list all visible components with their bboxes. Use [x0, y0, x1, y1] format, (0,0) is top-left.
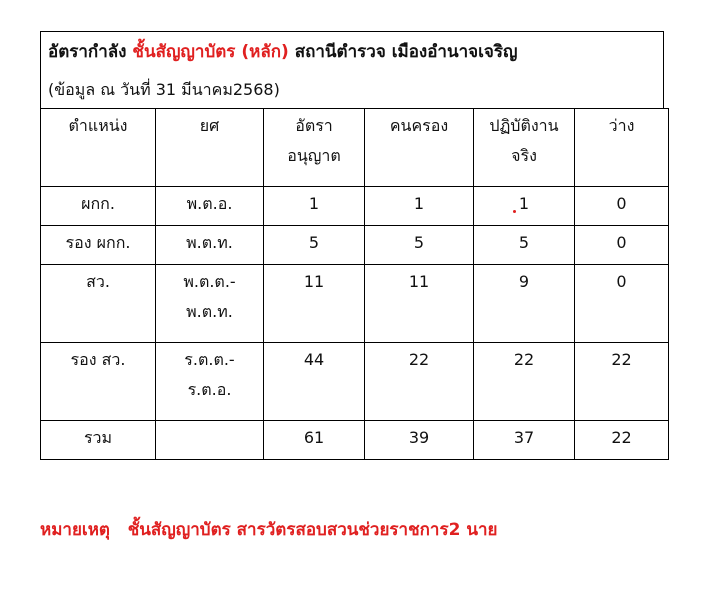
rank: พ.ต.อ.	[186, 194, 233, 213]
header-label: คนครอง	[389, 116, 449, 135]
cell: 22	[473, 342, 575, 421]
held: 1	[413, 194, 425, 213]
vacant: 22	[611, 350, 632, 369]
actual: 37	[513, 428, 535, 447]
cell: 0	[574, 186, 669, 226]
cell: 5	[263, 225, 365, 265]
cell: รอง ผกก.	[40, 225, 156, 265]
rank: พ.ต.ต.-	[183, 272, 236, 291]
cell: 37	[473, 420, 575, 460]
table-row: สว. พ.ต.ต.- พ.ต.ท. 11 11 9 0	[40, 264, 669, 343]
cell: ผกก.	[40, 186, 156, 226]
title-box: อัตรากำลัง ชั้นสัญญาบัตร (หลัก) สถานีตำร…	[40, 31, 664, 109]
position: รอง ผกก.	[65, 233, 131, 252]
rank: ร.ต.ต.-	[184, 350, 235, 369]
allowed: 5	[308, 233, 320, 252]
cell: 0	[574, 225, 669, 265]
held: 11	[408, 272, 430, 291]
allowed: 1	[308, 194, 320, 213]
title-part1: อัตรากำลัง	[48, 42, 133, 62]
header-row: ตำแหน่ง ยศ อัตราอนุญาต คนครอง ปฏิบัติงาน…	[40, 108, 669, 187]
note-label: หมายเหตุ	[40, 520, 110, 540]
title-highlight: ชั้นสัญญาบัตร (หลัก)	[132, 42, 289, 62]
actual: 1	[518, 194, 530, 213]
cell: สว.	[40, 264, 156, 343]
actual: 9	[518, 272, 530, 291]
cell: 5	[473, 225, 575, 265]
held: 5	[413, 233, 425, 252]
table-row: รอง ผกก. พ.ต.ท. 5 5 5 0	[40, 225, 669, 265]
vacant: 22	[611, 428, 632, 447]
header-label: ตำแหน่ง	[68, 116, 128, 135]
cell: พ.ต.อ.	[155, 186, 264, 226]
rank: ร.ต.อ.	[187, 380, 232, 399]
held: 22	[408, 350, 430, 369]
cell: ร.ต.ต.- ร.ต.อ.	[155, 342, 264, 421]
note: หมายเหตุ ชั้นสัญญาบัตร สารวัตรสอบสวนช่วย…	[40, 516, 497, 543]
title-part2: สถานีตำรวจ เมืองอำนาจเจริญ	[288, 42, 518, 62]
header-cell: คนครอง	[364, 108, 474, 187]
table-row: รอง สว. ร.ต.ต.- ร.ต.อ. 44 22 22 22	[40, 342, 669, 421]
cell: พ.ต.ท.	[155, 225, 264, 265]
header-label: ยศ	[199, 116, 220, 135]
position: รอง สว.	[70, 350, 126, 369]
allowed: 61	[303, 428, 325, 447]
cell: 1	[473, 186, 575, 226]
note-text: ชั้นสัญญาบัตร สารวัตรสอบสวนช่วยราชการ2 น…	[127, 520, 498, 540]
cell: 22	[574, 420, 669, 460]
staff-table: ตำแหน่ง ยศ อัตราอนุญาต คนครอง ปฏิบัติงาน…	[40, 108, 669, 460]
cell: รวม	[40, 420, 156, 460]
cell: 61	[263, 420, 365, 460]
header-label: ปฏิบัติงาน	[489, 116, 559, 135]
cell: 9	[473, 264, 575, 343]
vacant: 0	[616, 194, 627, 213]
cell: 39	[364, 420, 474, 460]
header-cell: ตำแหน่ง	[40, 108, 156, 187]
actual: 22	[513, 350, 535, 369]
position: สว.	[86, 272, 110, 291]
held: 39	[408, 428, 430, 447]
header-label: จริง	[511, 146, 537, 165]
header-label: อนุญาต	[287, 146, 341, 165]
table-row: ผกก. พ.ต.อ. 1 1 1 0	[40, 186, 669, 226]
allowed: 11	[303, 272, 325, 291]
header-cell: ว่าง	[574, 108, 669, 187]
cell: 1	[263, 186, 365, 226]
page-title: อัตรากำลัง ชั้นสัญญาบัตร (หลัก) สถานีตำร…	[48, 38, 518, 65]
cell: 22	[364, 342, 474, 421]
header-cell: อัตราอนุญาต	[263, 108, 365, 187]
rank: พ.ต.ท.	[186, 233, 233, 252]
subtitle: (ข้อมูล ณ วันที่ 31 มีนาคม2568)	[48, 80, 280, 99]
position: รวม	[83, 428, 113, 447]
cell: 0	[574, 264, 669, 343]
cell: 22	[574, 342, 669, 421]
cell: 44	[263, 342, 365, 421]
total-row: รวม 61 39 37 22	[40, 420, 669, 460]
header-label: ว่าง	[608, 116, 635, 135]
actual: 5	[518, 233, 530, 252]
position: ผกก.	[81, 194, 115, 213]
cell: รอง สว.	[40, 342, 156, 421]
red-mark	[513, 210, 516, 213]
cell: 1	[364, 186, 474, 226]
cell: 11	[263, 264, 365, 343]
header-label: อัตรา	[295, 116, 333, 135]
cell	[155, 420, 264, 460]
allowed: 44	[303, 350, 325, 369]
header-cell: ยศ	[155, 108, 264, 187]
cell: พ.ต.ต.- พ.ต.ท.	[155, 264, 264, 343]
vacant: 0	[616, 272, 627, 291]
vacant: 0	[616, 233, 627, 252]
cell: 5	[364, 225, 474, 265]
header-cell: ปฏิบัติงานจริง	[473, 108, 575, 187]
cell: 11	[364, 264, 474, 343]
rank: พ.ต.ท.	[186, 302, 233, 321]
